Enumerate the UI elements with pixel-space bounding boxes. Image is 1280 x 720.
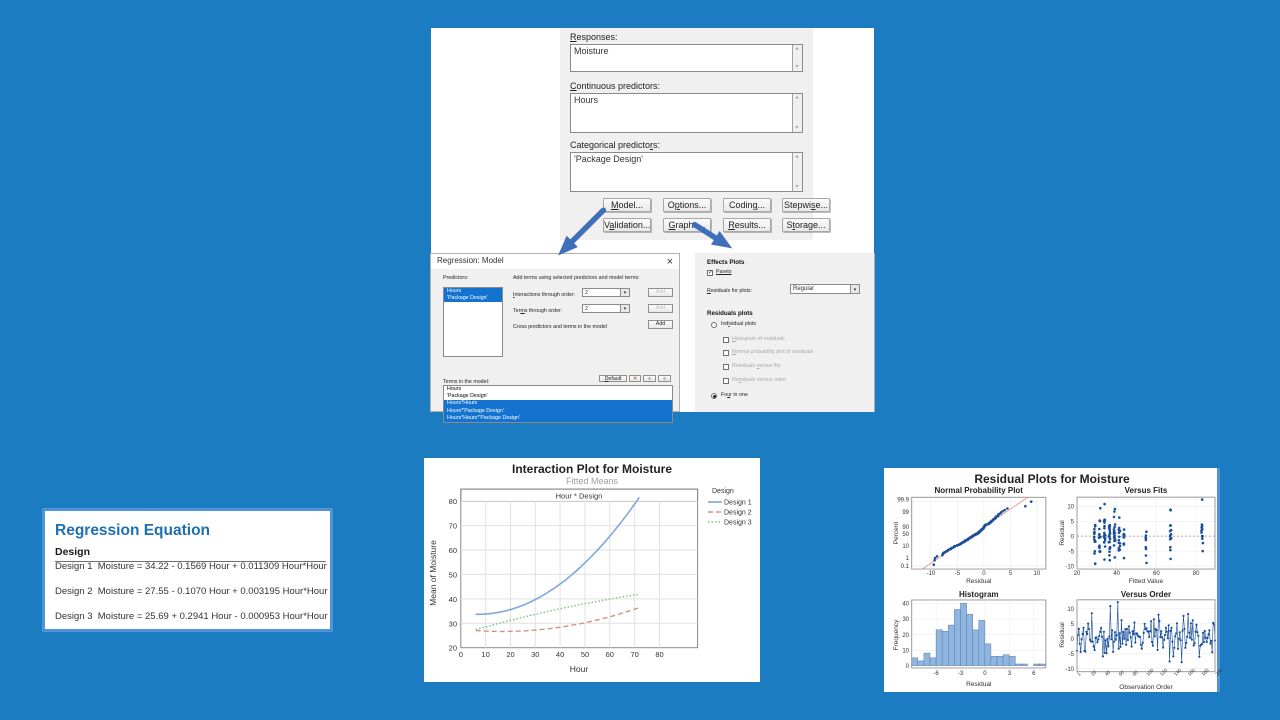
svg-text:3: 3 bbox=[1008, 671, 1012, 677]
svg-text:70: 70 bbox=[449, 522, 457, 531]
svg-text:0: 0 bbox=[983, 671, 987, 677]
svg-text:200: 200 bbox=[1214, 667, 1224, 677]
svg-text:40: 40 bbox=[449, 595, 457, 604]
svg-text:50: 50 bbox=[449, 570, 457, 579]
svg-text:6: 6 bbox=[1032, 671, 1036, 677]
svg-text:-5: -5 bbox=[1069, 549, 1075, 555]
svg-text:70: 70 bbox=[631, 650, 639, 659]
svg-text:20: 20 bbox=[449, 644, 457, 653]
svg-text:Design 2: Design 2 bbox=[724, 510, 752, 517]
svg-text:-10: -10 bbox=[1065, 667, 1074, 673]
svg-text:-10: -10 bbox=[927, 571, 936, 577]
svg-text:Residual: Residual bbox=[966, 578, 992, 585]
svg-text:10: 10 bbox=[1067, 607, 1074, 613]
svg-text:-3: -3 bbox=[958, 671, 964, 677]
svg-text:-6: -6 bbox=[933, 671, 939, 677]
svg-text:Hour * Design: Hour * Design bbox=[556, 492, 603, 501]
svg-text:5: 5 bbox=[1009, 571, 1013, 577]
svg-text:-5: -5 bbox=[1069, 652, 1075, 658]
svg-text:1: 1 bbox=[1076, 671, 1082, 677]
svg-text:60: 60 bbox=[1153, 571, 1160, 577]
svg-text:Versus Fits: Versus Fits bbox=[1125, 486, 1168, 495]
svg-text:Residual: Residual bbox=[966, 681, 992, 688]
svg-text:Frequency: Frequency bbox=[893, 619, 900, 650]
svg-text:40: 40 bbox=[556, 650, 564, 659]
svg-text:40: 40 bbox=[902, 602, 909, 608]
svg-text:Design: Design bbox=[712, 488, 734, 495]
svg-text:10: 10 bbox=[1034, 571, 1041, 577]
svg-text:60: 60 bbox=[449, 546, 457, 555]
svg-text:Histogram: Histogram bbox=[959, 590, 999, 599]
svg-text:30: 30 bbox=[531, 650, 539, 659]
svg-text:Residual: Residual bbox=[1059, 520, 1066, 546]
svg-text:99: 99 bbox=[902, 510, 909, 516]
svg-text:90: 90 bbox=[902, 525, 909, 531]
svg-text:80: 80 bbox=[449, 497, 457, 506]
svg-text:5: 5 bbox=[1071, 622, 1075, 628]
svg-text:5: 5 bbox=[1071, 520, 1075, 526]
svg-text:20: 20 bbox=[902, 633, 909, 639]
svg-text:Normal Probability Plot: Normal Probability Plot bbox=[935, 486, 1024, 495]
svg-text:10: 10 bbox=[902, 544, 909, 550]
svg-text:20: 20 bbox=[1074, 571, 1081, 577]
svg-text:40: 40 bbox=[1113, 571, 1120, 577]
svg-text:Residual Plots for Moisture: Residual Plots for Moisture bbox=[974, 472, 1130, 486]
svg-text:20: 20 bbox=[506, 650, 514, 659]
svg-text:99.9: 99.9 bbox=[897, 498, 909, 504]
svg-text:50: 50 bbox=[581, 650, 589, 659]
svg-text:0: 0 bbox=[1071, 534, 1075, 540]
svg-text:30: 30 bbox=[449, 619, 457, 628]
svg-text:10: 10 bbox=[902, 649, 909, 655]
svg-text:80: 80 bbox=[655, 650, 663, 659]
svg-text:1: 1 bbox=[906, 556, 910, 562]
svg-text:30: 30 bbox=[902, 617, 909, 623]
svg-text:Mean of Moisture: Mean of Moisture bbox=[428, 540, 438, 606]
svg-text:Hour: Hour bbox=[570, 664, 589, 674]
svg-text:Residual: Residual bbox=[1059, 622, 1066, 648]
svg-text:0: 0 bbox=[1071, 637, 1075, 643]
svg-text:Design 1: Design 1 bbox=[724, 500, 752, 507]
svg-text:-10: -10 bbox=[1065, 564, 1074, 570]
svg-text:50: 50 bbox=[902, 532, 909, 538]
svg-text:-5: -5 bbox=[955, 571, 961, 577]
svg-text:Percent: Percent bbox=[893, 522, 900, 545]
svg-text:Observation Order: Observation Order bbox=[1119, 684, 1173, 691]
svg-text:0: 0 bbox=[982, 571, 986, 577]
svg-text:60: 60 bbox=[606, 650, 614, 659]
svg-text:0: 0 bbox=[906, 664, 910, 670]
svg-text:Fitted Value: Fitted Value bbox=[1129, 578, 1164, 585]
svg-text:0.1: 0.1 bbox=[901, 564, 910, 570]
svg-text:Design 3: Design 3 bbox=[724, 520, 752, 527]
svg-text:Versus Order: Versus Order bbox=[1121, 590, 1171, 599]
svg-text:80: 80 bbox=[1193, 571, 1200, 577]
svg-text:10: 10 bbox=[1067, 505, 1074, 511]
svg-text:0: 0 bbox=[459, 650, 463, 659]
svg-text:10: 10 bbox=[481, 650, 489, 659]
